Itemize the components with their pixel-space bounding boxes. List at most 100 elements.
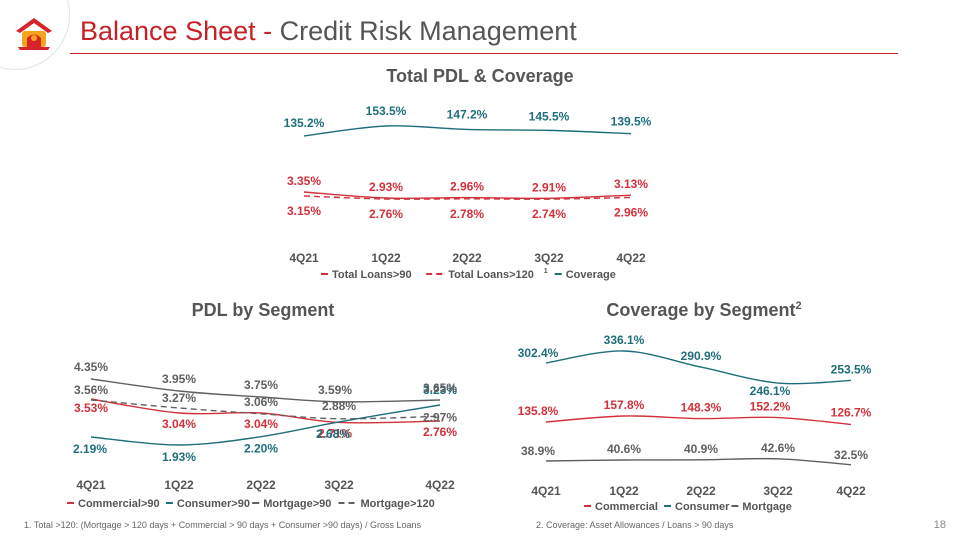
chart-title-coverage-segment-footnote: 2 bbox=[795, 300, 802, 312]
chart2-data-label: 3.04% bbox=[162, 417, 196, 431]
chart1-data-label: 2.93% bbox=[369, 180, 403, 194]
chart1-data-label: 2.78% bbox=[450, 207, 484, 221]
chart1-data-label: 2.74% bbox=[532, 207, 566, 221]
page-title: Balance Sheet - Credit Risk Management bbox=[80, 16, 577, 47]
chart2-data-label: 4.35% bbox=[74, 360, 108, 374]
chart1-data-label: 2.76% bbox=[369, 207, 403, 221]
chart1-data-label: 3.35% bbox=[287, 174, 321, 188]
chart3-legend-label: Commercial bbox=[595, 501, 658, 513]
chart1-xtick: 2Q22 bbox=[452, 251, 482, 265]
chart1-legend-sup: 1 bbox=[544, 268, 548, 275]
chart1-data-label: 3.15% bbox=[287, 204, 321, 218]
chart1-data-label: 2.96% bbox=[450, 180, 484, 194]
chart2-data-label: 3.04% bbox=[244, 417, 278, 431]
chart3-xtick: 4Q22 bbox=[836, 484, 866, 498]
chart1-series-line-0 bbox=[303, 191, 632, 200]
chart2-data-label: 2.97% bbox=[423, 410, 457, 424]
chart3-data-label: 290.9% bbox=[681, 349, 722, 363]
chart1-legend-label: Total Loans>120 bbox=[448, 269, 534, 281]
chart1-data-label: 2.96% bbox=[614, 205, 648, 219]
chart3-data-label: 42.6% bbox=[761, 441, 795, 455]
chart2-xtick: 3Q22 bbox=[324, 478, 354, 492]
chart3-data-label: 40.6% bbox=[607, 442, 641, 456]
chart2-xtick: 2Q22 bbox=[246, 478, 276, 492]
chart-title-total-pdl: Total PDL & Coverage bbox=[386, 66, 574, 86]
chart2-series-line-1 bbox=[90, 404, 441, 446]
chart1-data-label: 145.5% bbox=[529, 109, 570, 123]
chart3-series-line-0 bbox=[545, 415, 852, 426]
chart2-data-label: 3.06% bbox=[244, 395, 278, 409]
chart1-series-line-1 bbox=[303, 195, 632, 200]
chart1-legend-label: Coverage bbox=[566, 269, 616, 281]
chart3-data-label: 135.8% bbox=[518, 404, 559, 418]
chart1-data-label: 153.5% bbox=[366, 104, 407, 118]
chart2-legend-label: Commercial>90 bbox=[78, 498, 160, 510]
chart-title-coverage-segment: Coverage by Segment2 bbox=[554, 300, 854, 321]
chart1-xtick: 4Q22 bbox=[616, 251, 646, 265]
chart1-data-label: 147.2% bbox=[447, 107, 488, 121]
chart1-data-label: 3.13% bbox=[614, 177, 648, 191]
page-title-separator: - bbox=[255, 16, 280, 46]
chart2-legend-label: Mortgage>120 bbox=[361, 498, 435, 510]
title-underline bbox=[70, 53, 898, 54]
chart3-data-label: 32.5% bbox=[834, 448, 868, 462]
chart2-data-label: 2.71% bbox=[318, 426, 352, 440]
chart2-data-label: 2.68% bbox=[316, 427, 350, 441]
chart2-data-label: 3.95% bbox=[162, 372, 196, 386]
chart1-legend-label: Total Loans>90 bbox=[332, 269, 412, 281]
chart3-data-label: 152.2% bbox=[750, 400, 791, 414]
chart3-xtick: 1Q22 bbox=[609, 484, 639, 498]
chart3-data-label: 253.5% bbox=[831, 362, 872, 376]
chart-total-pdl-coverage: 4Q21 1Q22 2Q22 3Q22 4Q22 3.35% 2.93% 2.96% 2.91%… bbox=[284, 104, 652, 281]
chart3-xtick: 4Q21 bbox=[531, 484, 561, 498]
chart3-series-line-1 bbox=[545, 350, 852, 385]
chart2-data-label: 2.76% bbox=[423, 425, 457, 439]
chart-coverage-by-segment: 4Q21 1Q22 2Q22 3Q22 4Q22 135.8% 157.8% 148.3% 15… bbox=[518, 333, 872, 513]
chart-pdl-by-segment: 4Q21 1Q22 2Q22 3Q22 4Q22 3.53% 3.04% 3.04% 2.71%… bbox=[67, 360, 457, 510]
chart1-data-label: 2.91% bbox=[532, 180, 566, 194]
chart3-xtick: 3Q22 bbox=[763, 484, 793, 498]
chart-title-coverage-segment-text: Coverage by Segment bbox=[606, 300, 796, 320]
chart1-series-line-2 bbox=[303, 125, 632, 137]
chart2-xtick: 4Q21 bbox=[76, 478, 106, 492]
chart3-legend-label: Consumer bbox=[675, 501, 730, 513]
chart2-legend-label: Mortgage>90 bbox=[263, 498, 331, 510]
chart1-xtick: 1Q22 bbox=[371, 251, 401, 265]
chart1-xtick: 4Q21 bbox=[289, 251, 319, 265]
chart3-data-label: 126.7% bbox=[831, 405, 872, 419]
footnote-2: 2. Coverage: Asset Allowances / Loans > … bbox=[536, 520, 734, 530]
chart2-data-label: 3.65% bbox=[423, 381, 457, 395]
chart3-data-label: 246.1% bbox=[750, 384, 791, 398]
chart2-series-line-2 bbox=[90, 378, 441, 403]
chart2-data-label: 3.53% bbox=[74, 401, 108, 415]
chart1-data-label: 139.5% bbox=[611, 115, 652, 129]
chart2-xtick: 1Q22 bbox=[164, 478, 194, 492]
chart2-series-line-3 bbox=[90, 399, 441, 420]
page-title-main: Balance Sheet bbox=[80, 16, 256, 46]
chart2-xtick: 4Q22 bbox=[425, 478, 455, 492]
chart2-data-label: 3.56% bbox=[74, 383, 108, 397]
chart2-data-label: 3.27% bbox=[162, 391, 196, 405]
chart3-data-label: 157.8% bbox=[604, 398, 645, 412]
chart3-data-label: 40.9% bbox=[684, 442, 718, 456]
chart2-data-label: 2.19% bbox=[73, 442, 107, 456]
chart2-data-label: 2.88% bbox=[322, 399, 356, 413]
chart2-series-line-0 bbox=[90, 398, 441, 424]
chart1-data-label: 135.2% bbox=[284, 116, 325, 130]
chart-title-pdl-segment: PDL by Segment bbox=[191, 300, 335, 320]
chart3-xtick: 2Q22 bbox=[686, 484, 716, 498]
chart2-data-label: 3.75% bbox=[244, 378, 278, 392]
chart3-data-label: 148.3% bbox=[681, 401, 722, 415]
chart2-data-label: 1.93% bbox=[162, 450, 196, 464]
chart2-legend-label: Consumer>90 bbox=[177, 498, 250, 510]
page-number: 18 bbox=[933, 519, 946, 531]
chart3-data-label: 336.1% bbox=[604, 333, 645, 347]
chart1-xtick: 3Q22 bbox=[534, 251, 564, 265]
chart3-data-label: 302.4% bbox=[518, 346, 559, 360]
chart2-data-label: 3.23% bbox=[423, 383, 457, 397]
house-logo-icon bbox=[14, 14, 54, 57]
footnote-1: 1. Total >120: (Mortgage > 120 days + Co… bbox=[24, 520, 422, 530]
chart3-series-line-2 bbox=[545, 457, 852, 466]
chart2-data-label: 3.59% bbox=[318, 383, 352, 397]
chart2-data-label: 2.20% bbox=[244, 442, 278, 456]
